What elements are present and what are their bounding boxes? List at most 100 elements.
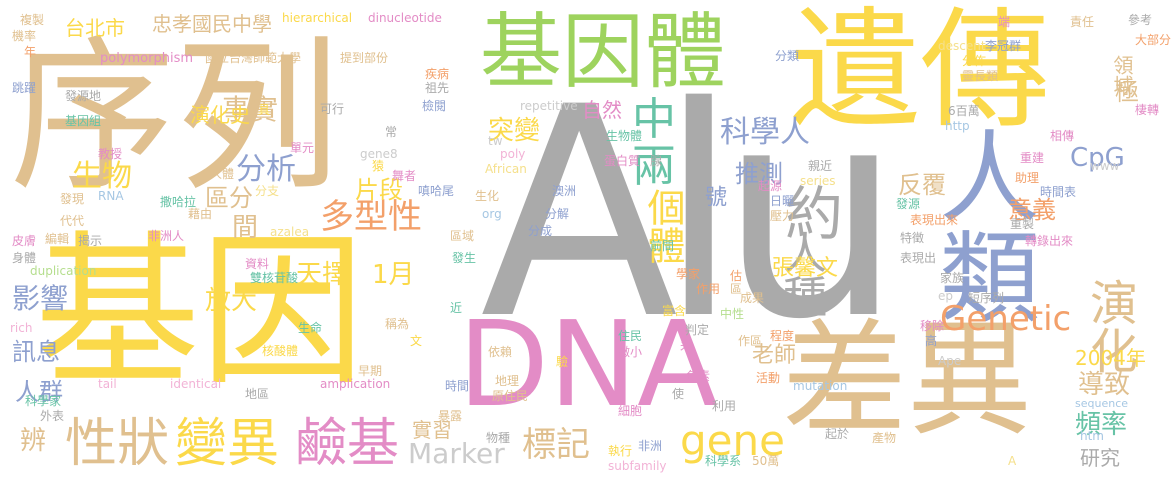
word: gene [680, 416, 785, 465]
word: 間 [232, 213, 259, 243]
word: 澳洲 [552, 184, 577, 198]
word: 時間表 [1040, 185, 1077, 199]
word: 代代 [60, 214, 85, 228]
word: African [485, 162, 527, 176]
word: 科學系 [705, 454, 742, 468]
word: 機率 [12, 29, 37, 43]
word: http [945, 119, 970, 133]
word: gene8 [360, 147, 398, 161]
word: 重製 [1010, 217, 1035, 231]
word: 頻率 [1075, 410, 1128, 440]
word: 基因組 [65, 114, 102, 128]
word: 表現出來 [910, 213, 959, 227]
word: 發現 [60, 192, 85, 206]
word: 區 [730, 282, 743, 296]
word: 意義 [1008, 196, 1056, 224]
word: 驗 [556, 355, 569, 369]
word: 反覆 [898, 171, 946, 199]
word: 分類 [775, 49, 800, 63]
word: 嗔哈尾 [418, 184, 455, 198]
word: 原住民 [492, 389, 529, 403]
word: hierarchical [282, 11, 353, 25]
word: tw [488, 134, 503, 148]
word: 判定 [685, 323, 710, 337]
word: 地理 [495, 374, 520, 388]
word: ep [938, 289, 953, 303]
word: 兩 [632, 141, 676, 192]
word: 舞者 [392, 169, 417, 183]
word: www [1090, 159, 1120, 173]
word: 辨 [20, 426, 47, 456]
word: 住民 [618, 329, 643, 343]
word: 演化 [1081, 278, 1137, 374]
word: 文 [410, 334, 423, 348]
word: org [482, 207, 502, 221]
word: 壓力 [770, 209, 795, 223]
word: 使 [672, 387, 685, 401]
word: mutation [793, 379, 848, 393]
word: 人類 [922, 125, 1039, 325]
word: poly [500, 147, 526, 161]
word: 個體 [641, 188, 685, 264]
word: 突變 [488, 116, 541, 146]
word: DNA [458, 295, 718, 433]
word: 作區 [738, 334, 763, 348]
word: dinucleotide [368, 11, 442, 25]
word: 程度 [770, 329, 795, 343]
word: 50萬 [752, 454, 780, 468]
word: 區分 [205, 184, 253, 212]
word: 基因體 [480, 5, 727, 100]
word: 表現出 [900, 251, 937, 265]
word: 遺傳 [790, 0, 1051, 146]
word: 靈長類 [962, 69, 999, 83]
word: 序列 [10, 21, 340, 213]
word: descent [938, 39, 986, 53]
word: 家族 [940, 271, 965, 285]
word: polymorphism [100, 51, 194, 66]
word: 短序列 [968, 291, 1005, 305]
word: 色素 [686, 369, 711, 383]
word: 近 [450, 301, 463, 315]
word: 李冠群 [985, 39, 1022, 53]
word: 祖先 [425, 81, 450, 95]
word: 訊息 [12, 338, 60, 366]
word: 時間 [445, 379, 470, 393]
word: 分析 [236, 152, 296, 187]
word: 國立台灣師範大學 [205, 51, 302, 65]
word: amplication [320, 377, 391, 391]
word: 責任 [1070, 15, 1095, 29]
word: duplication [30, 264, 97, 278]
word: tail [98, 377, 117, 391]
word: 特徵 [900, 231, 925, 245]
word: 皮膚 [12, 234, 37, 248]
word: 演化史 [190, 103, 250, 127]
word: 生物 [72, 159, 132, 194]
word: 生化 [475, 189, 500, 203]
word: 發生 [452, 251, 477, 265]
word: 6百萬 [948, 104, 980, 118]
word: 大部分 [1135, 33, 1172, 47]
word: 發源 [896, 197, 921, 211]
word: 非洲人 [148, 229, 185, 243]
word: 估 [730, 269, 743, 283]
word: 自然 [582, 98, 622, 122]
word: 猿 [372, 159, 385, 173]
word: 暴露 [438, 409, 463, 423]
word: 藉由 [188, 207, 213, 221]
word: azalea [270, 225, 310, 239]
word: 人群 [15, 378, 63, 406]
word: 分佈 [962, 54, 987, 68]
word: 發源地 [65, 89, 102, 103]
word: rich [10, 321, 33, 335]
word: RNA [98, 189, 124, 203]
word: 腺 [650, 154, 663, 168]
word: 非洲 [638, 439, 663, 453]
word: 利用 [712, 399, 737, 413]
word: 重建 [1020, 151, 1045, 165]
word: 天擇 [296, 260, 349, 290]
word: CpG [1070, 143, 1125, 173]
word: 富含 [662, 304, 687, 318]
word: 號 [701, 185, 726, 207]
word: Alu [480, 46, 903, 383]
